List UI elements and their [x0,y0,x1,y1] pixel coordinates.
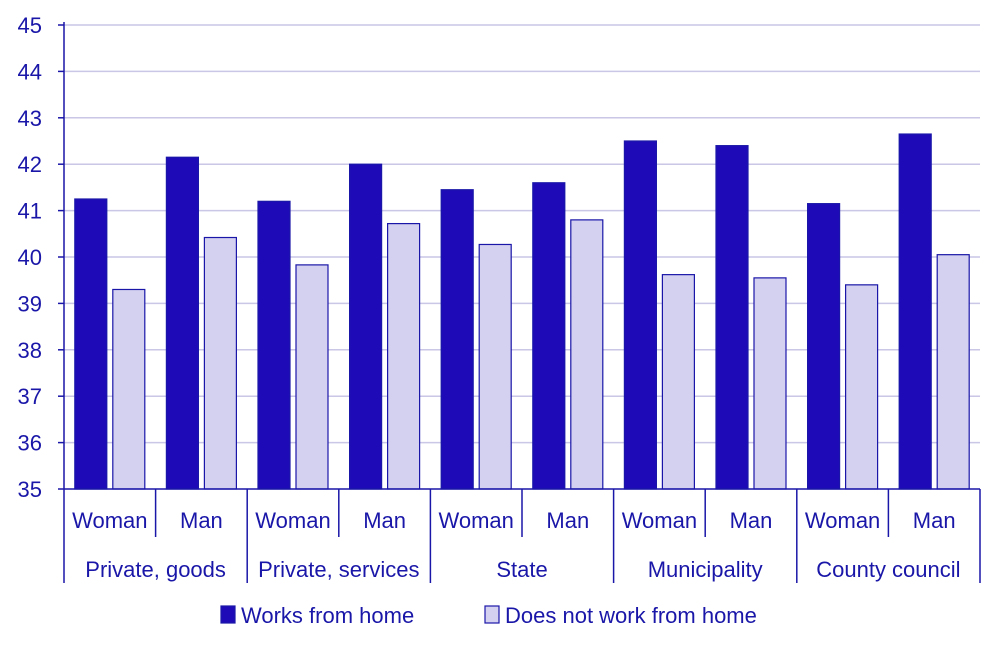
x-category-label: Woman [805,508,880,533]
bar-works-from-home [165,156,199,490]
bar-does-not-work-from-home [203,236,237,490]
legend-label: Does not work from home [505,603,757,628]
bar-works-from-home [349,163,383,490]
legend-item-does-not-work-from-home: Does not work from home [484,603,757,628]
y-tick-label: 36 [18,431,42,456]
x-category-label: Woman [72,508,147,533]
y-tick-label: 40 [18,245,42,270]
x-category-label: Man [913,508,956,533]
bar-works-from-home [257,200,291,490]
x-group-label: State [496,557,547,582]
legend-item-works-from-home: Works from home [220,603,414,628]
bar-works-from-home [715,145,749,490]
y-tick-label: 39 [18,291,42,316]
y-tick-label: 37 [18,384,42,409]
bar-does-not-work-from-home [478,243,512,490]
y-tick-label: 38 [18,338,42,363]
x-category-label: Man [730,508,773,533]
legend: Works from home Does not work from home [220,603,757,628]
x-group-label: Private, services [258,557,419,582]
y-tick-label: 44 [18,59,42,84]
bar-does-not-work-from-home [387,222,421,490]
legend-swatch [484,605,500,624]
y-tick-label: 45 [18,13,42,38]
bar-works-from-home [898,133,932,490]
y-tick-labels: 35 36 37 38 39 40 41 42 43 44 45 [18,13,42,502]
bar-works-from-home [74,198,108,490]
y-tick-label: 35 [18,477,42,502]
x-category-label: Woman [438,508,513,533]
axes [58,22,981,583]
y-tick-label: 41 [18,199,42,224]
bar-does-not-work-from-home [844,284,879,490]
bar-works-from-home [623,140,658,490]
y-tick-label: 42 [18,152,42,177]
x-category-label: Man [363,508,406,533]
bars [74,133,970,490]
y-tick-label: 43 [18,106,42,131]
x-group-label: Municipality [648,557,763,582]
bar-does-not-work-from-home [936,254,970,490]
legend-swatch [220,605,236,624]
bar-does-not-work-from-home [112,288,146,490]
x-category-label: Woman [622,508,697,533]
x-category-label: Man [546,508,589,533]
x-category-labels: Woman Man Woman Man Woman Man Woman Man Woman Man… [72,508,960,582]
bar-works-from-home [806,203,841,490]
bar-does-not-work-from-home [753,277,787,490]
legend-label: Works from home [241,603,414,628]
bar-does-not-work-from-home [295,264,329,490]
bar-does-not-work-from-home [570,219,604,490]
x-group-label: Private, goods [85,557,226,582]
x-group-label: County council [816,557,960,582]
x-category-label: Woman [255,508,330,533]
bar-works-from-home [532,182,566,490]
bar-does-not-work-from-home [661,274,696,490]
gridlines [64,24,980,444]
x-category-label: Man [180,508,223,533]
bar-works-from-home [440,189,474,490]
